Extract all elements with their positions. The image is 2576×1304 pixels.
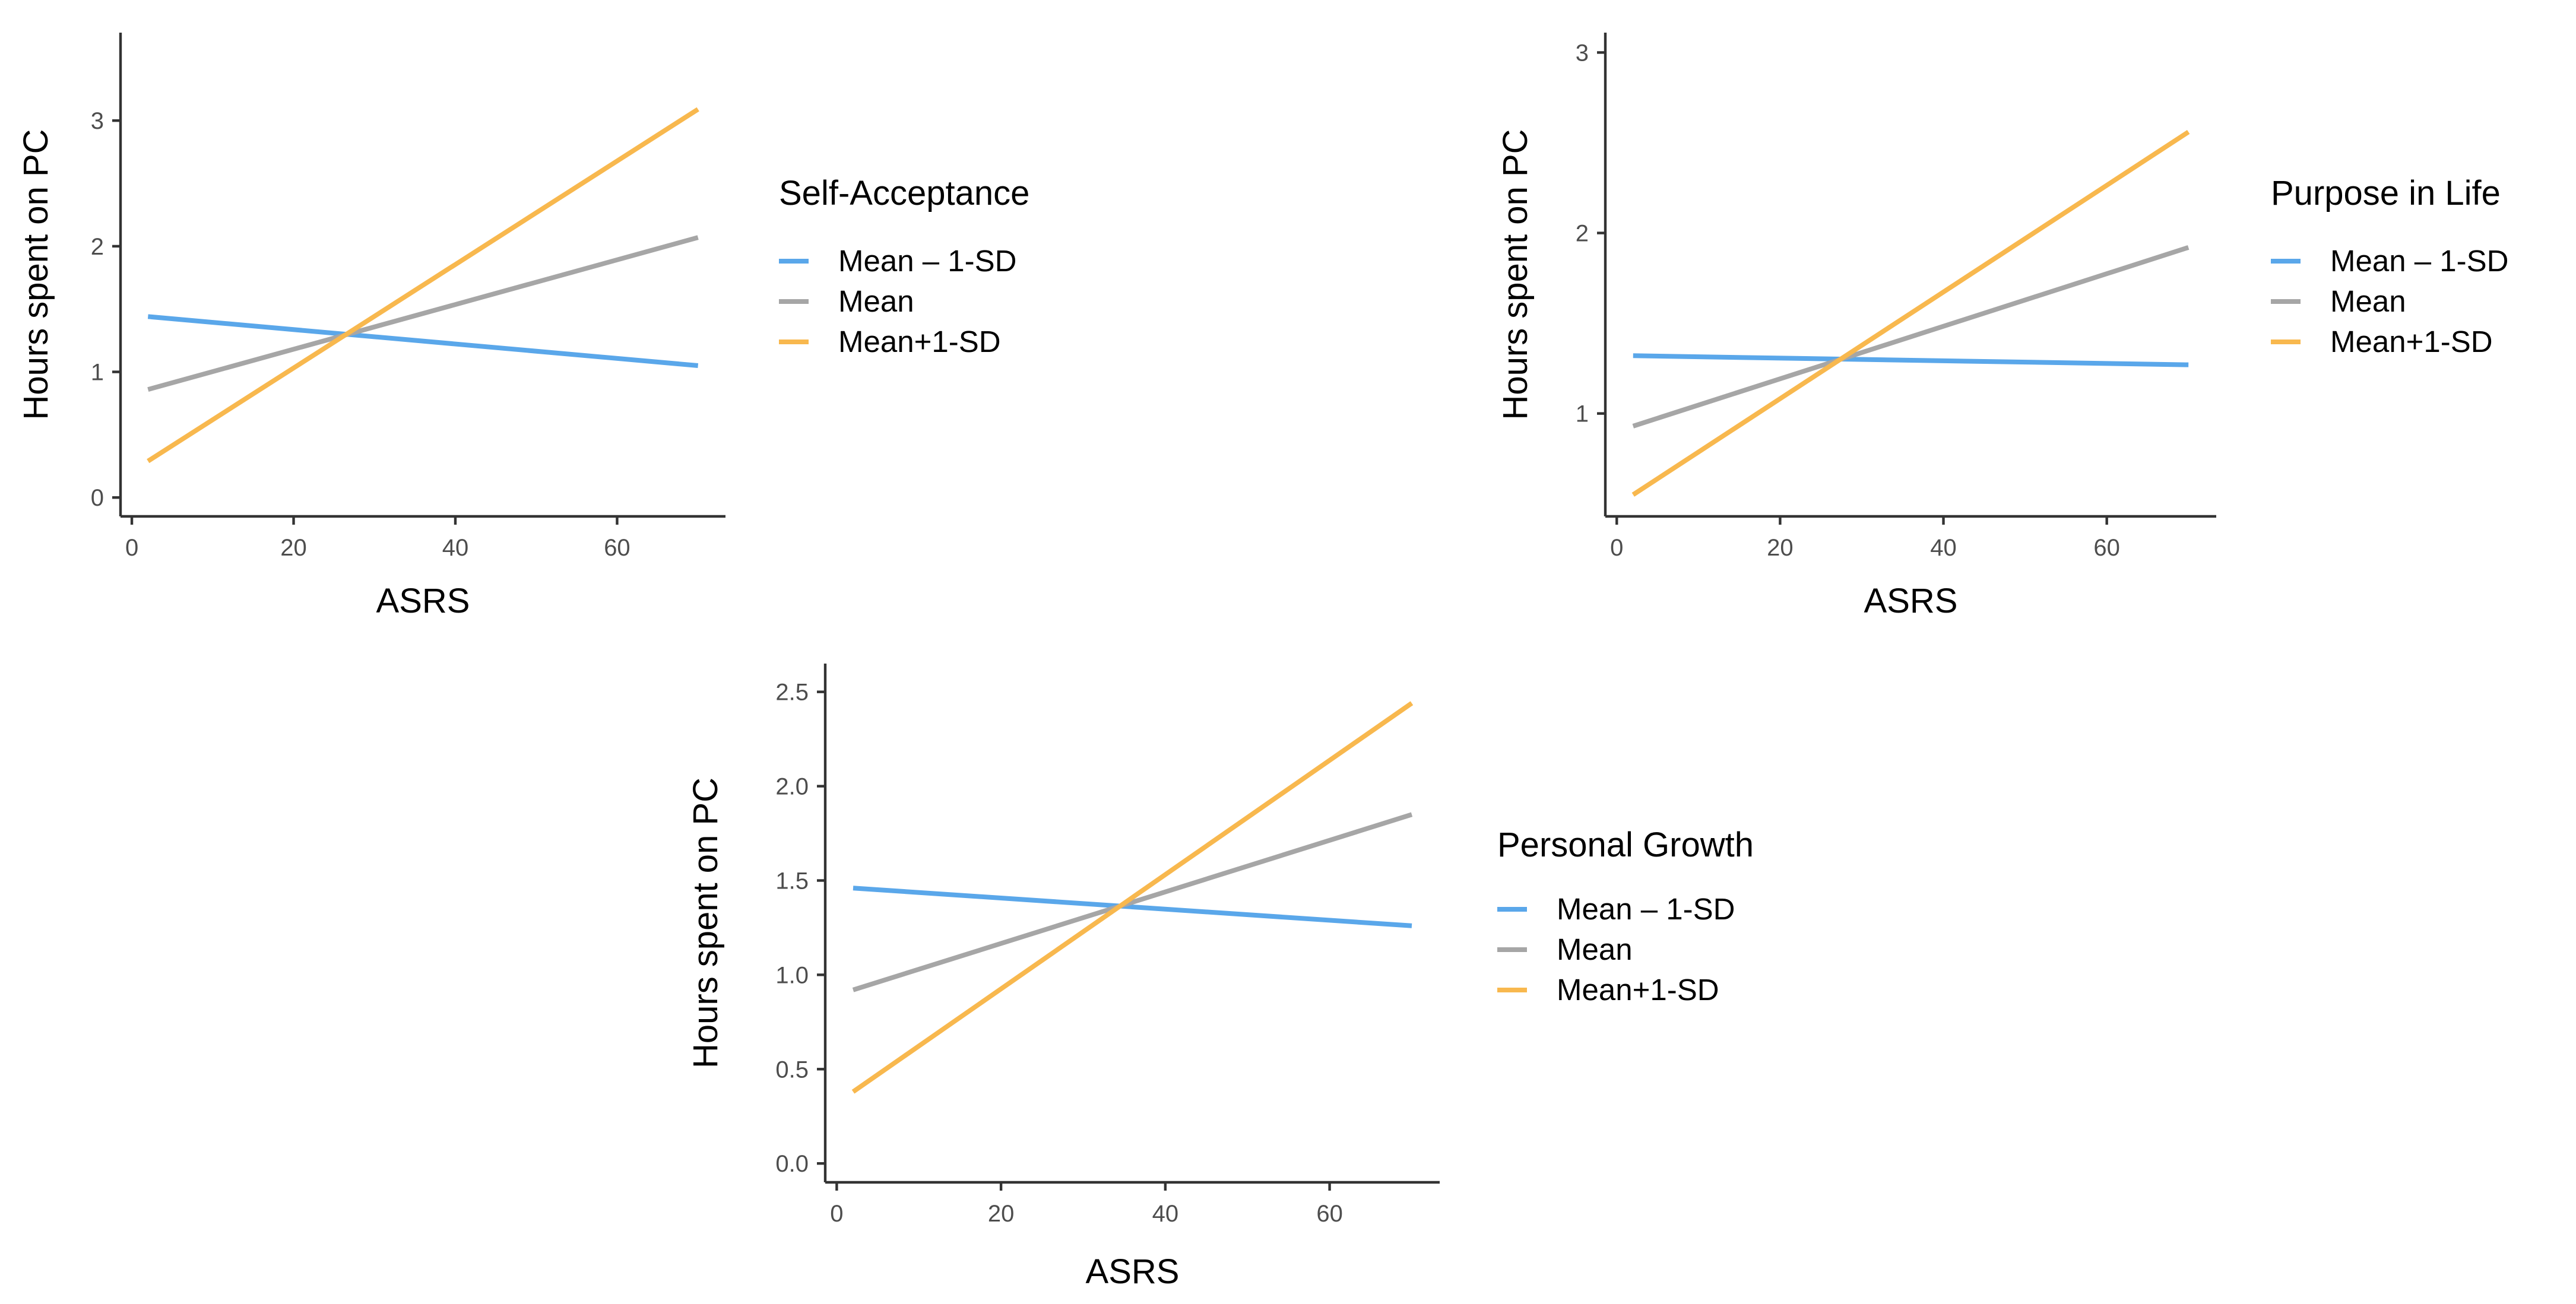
y-tick-label: 0 — [91, 485, 104, 511]
legend-label: Mean+1-SD — [1557, 973, 1719, 1007]
legend-label: Mean — [838, 284, 914, 318]
legend-label: Mean+1-SD — [2330, 325, 2493, 358]
legend-label: Mean – 1-SD — [1557, 892, 1735, 926]
series-line-mean-1-sd — [1633, 353, 2189, 367]
x-tick-label: 0 — [1610, 535, 1623, 561]
y-tick-label: 1.0 — [775, 962, 809, 988]
x-tick-label: 20 — [988, 1201, 1015, 1227]
y-tick-label: 1 — [1576, 401, 1589, 427]
legend-title: Self-Acceptance — [779, 174, 1029, 212]
y-tick-label: 2 — [91, 234, 104, 260]
y-tick-label: 2.5 — [775, 680, 809, 706]
series-line-mean-1-sd — [851, 701, 1414, 1094]
series-line-mean — [147, 235, 699, 392]
x-axis-title: ASRS — [1086, 1252, 1180, 1291]
y-axis-title: Hours spent on PC — [686, 778, 725, 1068]
legend-title: Purpose in Life — [2271, 174, 2501, 212]
legend-title: Personal Growth — [1497, 826, 1754, 864]
legend-label: Mean – 1-SD — [2330, 244, 2508, 278]
series-line-mean-1-sd — [147, 107, 699, 464]
y-tick-label: 0.0 — [775, 1151, 809, 1177]
x-tick-label: 60 — [1316, 1201, 1343, 1227]
series-line-mean — [1632, 245, 2190, 429]
legend-label: Mean — [2330, 284, 2406, 318]
y-tick-label: 1 — [91, 360, 104, 386]
y-tick-label: 0.5 — [775, 1056, 809, 1083]
x-tick-label: 20 — [280, 535, 307, 561]
series-line-mean — [852, 812, 1413, 992]
y-tick-label: 2.0 — [775, 774, 809, 800]
chart-panel-purpose-in-life: 1 2 3 0 20 40 60 ASRS Hours spent on PC Purpose i… — [1496, 33, 2508, 620]
legend-label: Mean — [1557, 932, 1633, 966]
chart-panel-self-acceptance: 0 1 2 3 0 20 40 60 ASRS Hours spent on PC Self-Acc… — [17, 33, 1029, 620]
y-axis-title: Hours spent on PC — [1496, 129, 1535, 420]
x-tick-label: 60 — [2093, 535, 2120, 561]
x-tick-label: 40 — [1152, 1201, 1179, 1227]
series-line-mean-1-sd — [853, 886, 1412, 928]
x-axis-title: ASRS — [376, 582, 470, 620]
legend-label: Mean+1-SD — [838, 325, 1001, 358]
y-tick-label: 3 — [91, 108, 104, 134]
y-axis-title: Hours spent on PC — [17, 129, 55, 420]
x-tick-label: 0 — [125, 535, 138, 561]
x-tick-label: 60 — [604, 535, 630, 561]
legend-label: Mean – 1-SD — [838, 244, 1016, 278]
y-tick-label: 2 — [1576, 221, 1589, 247]
y-tick-label: 1.5 — [775, 868, 809, 894]
series-line-mean-1-sd — [1631, 129, 2190, 497]
x-tick-label: 40 — [1930, 535, 1957, 561]
x-tick-label: 40 — [442, 535, 469, 561]
series-line-mean-1-sd — [147, 314, 699, 368]
x-axis-title: ASRS — [1864, 582, 1958, 620]
y-tick-label: 3 — [1576, 40, 1589, 66]
x-tick-label: 20 — [1767, 535, 1794, 561]
x-tick-label: 0 — [830, 1201, 843, 1227]
chart-panel-personal-growth: 0.0 0.5 1.0 1.5 2.0 2.5 0 20 40 60 ASRS Hours spent… — [686, 664, 1754, 1291]
